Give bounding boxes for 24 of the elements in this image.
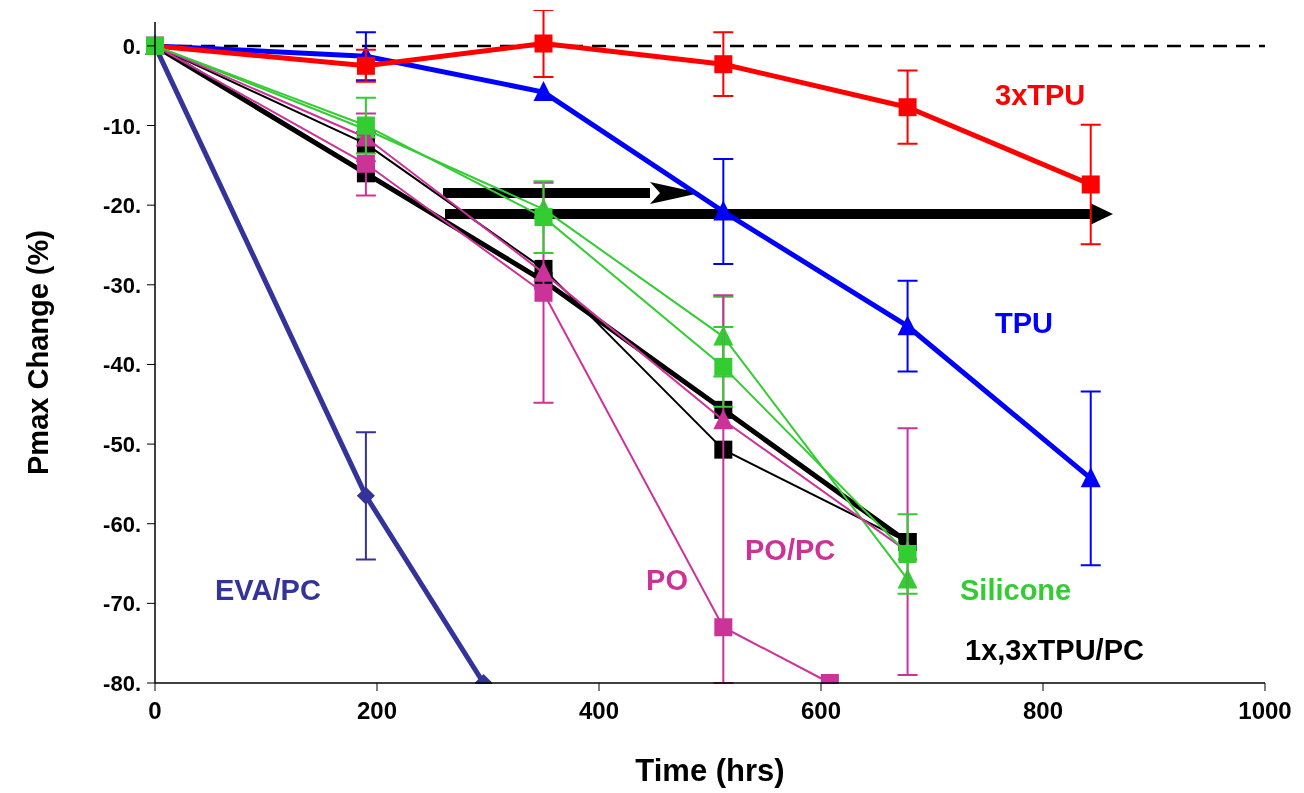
- text: EVA/PC: [215, 574, 321, 606]
- y-tick-label: -20.: [103, 193, 141, 219]
- y-tick-label: 0.: [122, 33, 141, 59]
- y-tick-label: -80.: [103, 671, 141, 696]
- y-tick-label: -50.: [103, 432, 141, 458]
- x-tick-label: 600: [800, 697, 842, 724]
- y-tick-label: -70.: [103, 591, 141, 617]
- y-tick-label: -10.: [103, 113, 141, 139]
- series-label: PO: [646, 564, 688, 596]
- x-axis-title: Time (hrs): [635, 753, 785, 788]
- y-tick-label: -60.: [103, 511, 141, 537]
- x-tick-label: 1000: [1238, 697, 1292, 724]
- x-tick-label: 400: [578, 697, 620, 724]
- series-label: 3xTPU: [995, 79, 1086, 111]
- y-axis-title: Pmax Change (%): [22, 230, 54, 475]
- x-tick-label: 0: [148, 697, 162, 724]
- x-tick-label: 800: [1022, 697, 1064, 724]
- x-tick-label: 200: [356, 697, 398, 724]
- text: 1x,3xTPU/PC: [965, 634, 1144, 666]
- series-label: PO/PC: [745, 534, 836, 566]
- y-tick-label: -30.: [103, 272, 141, 298]
- y-tick-label: -40.: [103, 352, 141, 378]
- series-label: TPU: [995, 307, 1053, 339]
- series-label: Silicone: [960, 574, 1072, 606]
